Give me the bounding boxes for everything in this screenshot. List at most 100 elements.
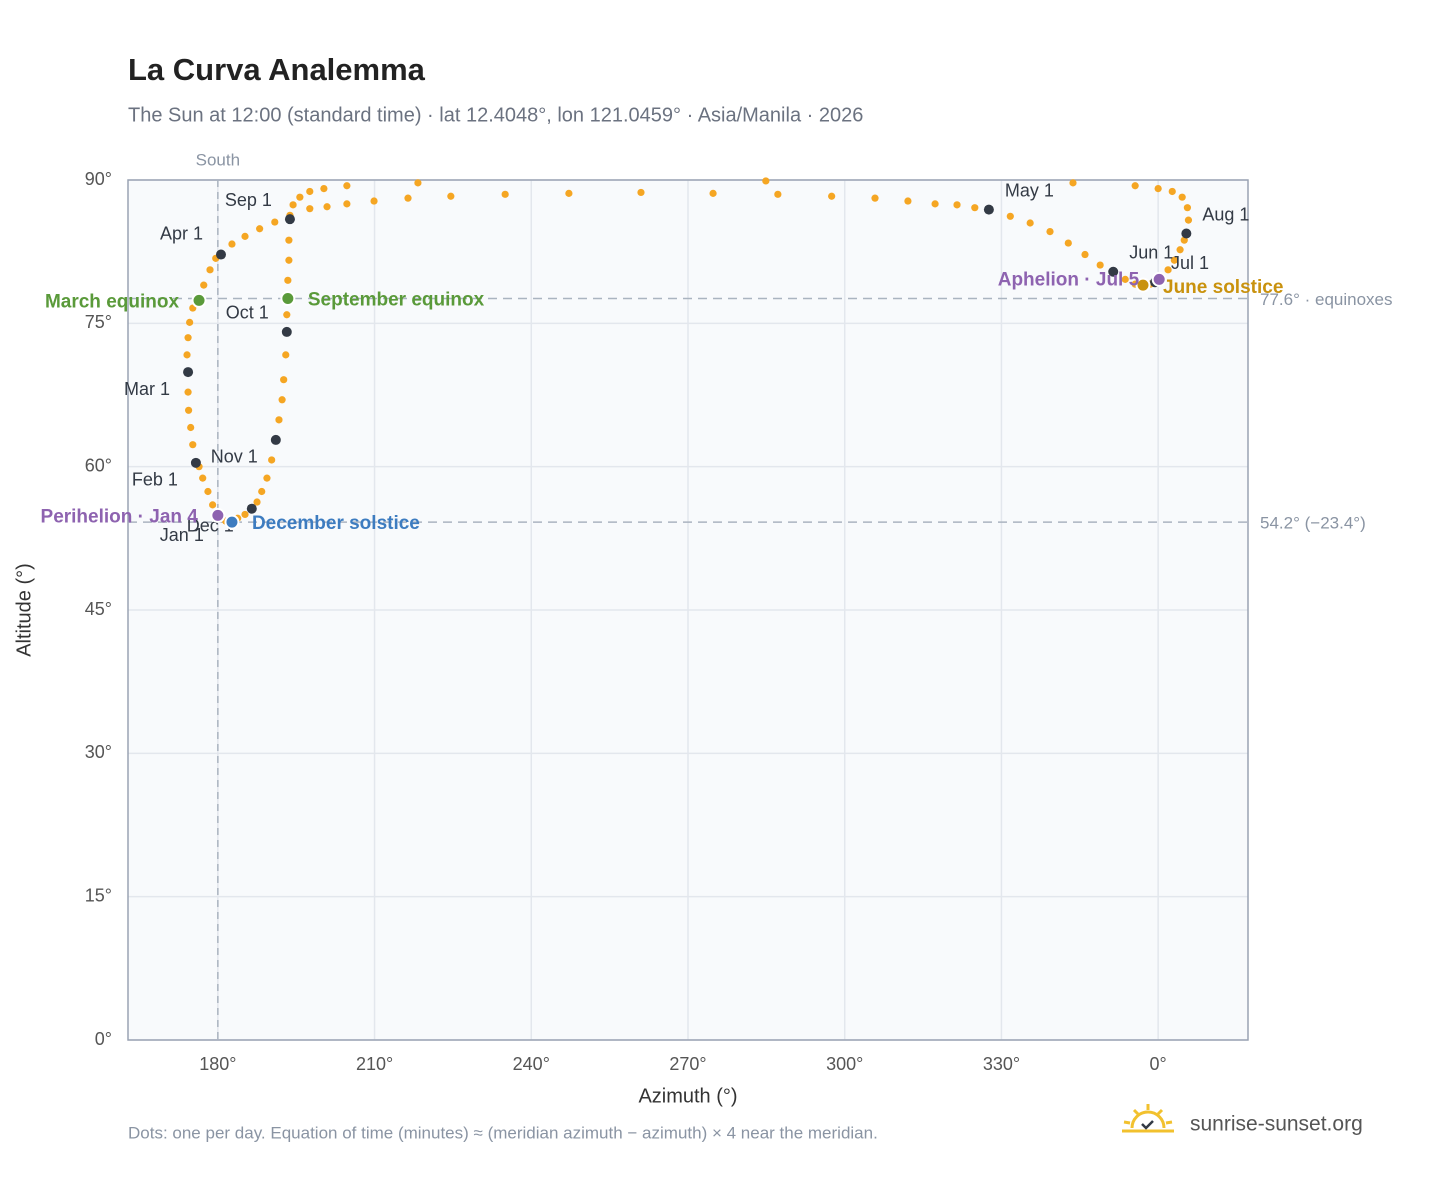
day-dot xyxy=(278,396,286,404)
day-dot xyxy=(414,179,422,187)
y-tick-label: 45° xyxy=(85,599,112,619)
reference-label: South xyxy=(196,150,240,169)
day-dot xyxy=(1069,179,1077,187)
day-dot xyxy=(283,311,291,319)
day-dot xyxy=(1178,193,1186,201)
day-dot xyxy=(268,456,276,464)
event-label: March equinox xyxy=(45,291,180,312)
day-dot xyxy=(189,441,197,449)
day-dot xyxy=(904,197,912,205)
month-label: Feb 1 xyxy=(132,470,178,490)
footnote: Dots: one per day. Equation of time (min… xyxy=(128,1123,878,1142)
event-marker xyxy=(210,507,226,523)
brand-logo xyxy=(1122,1104,1174,1133)
day-dot xyxy=(1154,185,1162,193)
day-dot xyxy=(828,192,836,200)
month-label: Nov 1 xyxy=(211,447,258,467)
event-label: September equinox xyxy=(308,290,485,311)
day-dot xyxy=(241,510,249,519)
day-dot xyxy=(762,177,770,185)
day-dot xyxy=(871,194,879,202)
day-dot xyxy=(209,501,217,509)
day-dot xyxy=(253,498,261,506)
y-tick-label: 0° xyxy=(95,1029,112,1049)
day-dot xyxy=(1081,250,1089,259)
month-label: Sep 1 xyxy=(225,190,272,210)
month-dot xyxy=(1181,228,1192,239)
event-marker xyxy=(1135,277,1151,293)
day-dot xyxy=(1183,204,1192,212)
reference-label: 77.6° · equinoxes xyxy=(1260,290,1393,309)
month-label: Jan 1 xyxy=(160,525,204,545)
reference-label: 54.2° (−23.4°) xyxy=(1260,514,1366,533)
day-dot xyxy=(184,388,192,396)
day-dot xyxy=(289,201,297,209)
x-tick-label: 240° xyxy=(513,1054,550,1074)
day-dot xyxy=(258,487,266,496)
day-dot xyxy=(184,406,193,414)
y-tick-label: 60° xyxy=(85,455,112,475)
chart-title: La Curva Analemma xyxy=(128,52,426,87)
day-dot xyxy=(228,240,236,248)
day-dot xyxy=(263,474,271,482)
day-dot xyxy=(953,201,961,209)
day-dot xyxy=(306,205,314,213)
day-dot xyxy=(404,194,412,202)
event-label: Perihelion · Jan 4 xyxy=(41,506,199,527)
month-label: Apr 1 xyxy=(160,223,203,243)
event-marker xyxy=(280,290,296,306)
month-label: Mar 1 xyxy=(124,379,170,399)
chart-subtitle: The Sun at 12:00 (standard time) · lat 1… xyxy=(128,104,863,126)
day-dot xyxy=(1131,182,1139,190)
y-axis-label: Altitude (°) xyxy=(13,563,35,657)
day-dot xyxy=(285,236,293,244)
x-tick-label: 0° xyxy=(1150,1054,1167,1074)
day-dot xyxy=(199,474,207,482)
day-dot xyxy=(306,187,314,196)
day-dot xyxy=(1164,266,1172,274)
day-dot xyxy=(1170,256,1178,264)
month-dot xyxy=(284,214,295,225)
event-label: June solstice xyxy=(1163,277,1283,298)
day-dot xyxy=(774,190,782,198)
day-dot xyxy=(284,276,292,284)
month-dot xyxy=(270,434,281,445)
day-dot xyxy=(637,188,645,197)
month-label: Oct 1 xyxy=(226,303,269,323)
day-dot xyxy=(1121,275,1129,283)
month-label: May 1 xyxy=(1005,180,1054,200)
day-dot xyxy=(296,193,304,201)
day-dot xyxy=(200,281,208,289)
x-tick-label: 210° xyxy=(356,1054,393,1074)
day-dot xyxy=(320,185,328,193)
event-label: December solstice xyxy=(252,513,420,534)
x-tick-label: 330° xyxy=(983,1054,1020,1074)
x-tick-label: 270° xyxy=(669,1054,706,1074)
day-dot xyxy=(1168,187,1176,196)
month-dot xyxy=(983,204,994,215)
day-dot xyxy=(447,192,455,200)
day-dot xyxy=(343,182,351,190)
day-dot xyxy=(256,225,264,233)
day-dot xyxy=(187,423,195,432)
day-dot xyxy=(323,203,331,211)
day-dot xyxy=(241,232,249,240)
day-dot xyxy=(204,487,212,496)
day-dot xyxy=(971,204,979,212)
month-dot xyxy=(1108,266,1119,277)
day-dot xyxy=(565,189,573,197)
x-tick-label: 180° xyxy=(199,1054,236,1074)
month-dot xyxy=(190,457,201,468)
day-dot xyxy=(709,189,717,197)
day-dot xyxy=(1026,219,1034,227)
day-dot xyxy=(280,376,288,384)
event-marker xyxy=(224,514,240,530)
day-dot xyxy=(931,200,939,208)
event-marker xyxy=(1151,271,1167,287)
month-label: Jul 1 xyxy=(1171,253,1209,273)
y-tick-label: 90° xyxy=(85,169,112,189)
month-dot xyxy=(183,367,194,378)
x-tick-label: 300° xyxy=(826,1054,863,1074)
month-dot xyxy=(215,249,226,260)
